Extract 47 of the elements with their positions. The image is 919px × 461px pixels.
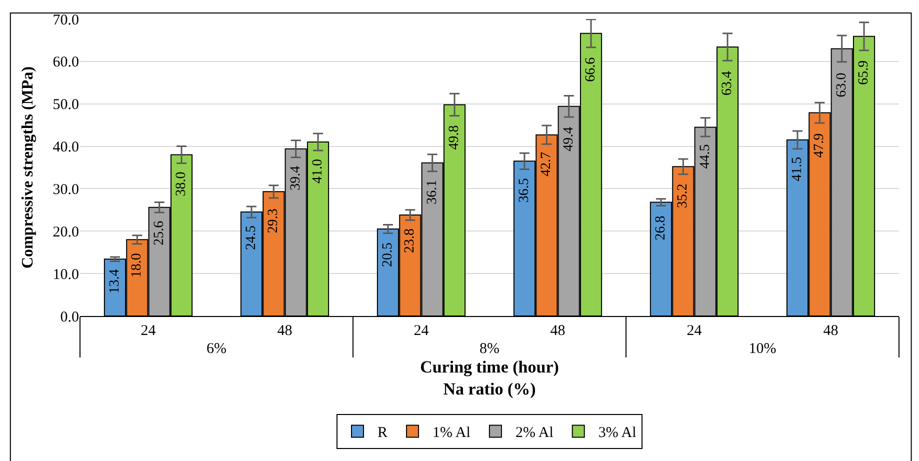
x-tick-label: 24 [414, 323, 430, 339]
legend-label: R [378, 425, 388, 442]
y-axis-title: Compressive strengths (MPa) [20, 66, 37, 269]
x-tick-label: 48 [277, 323, 292, 339]
data-label: 35.2 [676, 170, 691, 208]
x-tick-label: 24 [686, 323, 702, 339]
legend-label: 1% Al [432, 425, 470, 442]
data-label: 42.7 [539, 138, 554, 176]
data-label: 63.0 [834, 52, 850, 98]
data-label: 47.9 [812, 116, 828, 158]
y-tick-label: 10.0 [52, 266, 79, 283]
data-label: 49.8 [447, 108, 462, 150]
x-tick-label: 48 [823, 323, 838, 339]
data-label: 25.6 [152, 210, 167, 246]
data-label: 13.4 [107, 262, 122, 294]
data-label: 49.4 [561, 109, 576, 152]
data-label: 36.1 [424, 166, 440, 204]
legend-label: 3% Al [598, 425, 636, 442]
y-tick-label: 30.0 [52, 182, 79, 198]
y-tick-label: 20.0 [52, 224, 79, 240]
x-tick-label: 48 [550, 323, 566, 339]
data-label: 26.8 [653, 205, 668, 240]
data-label: 41.5 [790, 142, 805, 182]
data-label: 24.5 [244, 215, 259, 250]
y-tick-label: 70.0 [52, 12, 79, 28]
y-tick-label: 0.0 [60, 309, 79, 326]
data-label: 65.9 [856, 39, 872, 85]
data-label: 23.8 [402, 218, 418, 254]
data-label: 36.5 [516, 164, 532, 203]
y-tick-label: 60.0 [52, 54, 79, 71]
data-label: 63.4 [720, 50, 736, 96]
data-label: 29.3 [266, 194, 282, 234]
text: 6% [206, 341, 226, 357]
x-tick-label: 24 [140, 323, 156, 339]
data-label: 18.0 [130, 242, 145, 278]
data-label: 20.5 [380, 232, 396, 268]
data-label: 66.6 [584, 36, 599, 82]
data-label: 44.5 [698, 130, 713, 169]
y-tick-label: 50.0 [52, 97, 79, 114]
x-axis-title: Curing time (hour) Na ratio (%) [420, 357, 559, 398]
text: 8% [480, 341, 500, 357]
data-label: 38.0 [174, 158, 190, 196]
data-label: 39.4 [288, 152, 304, 190]
data-label: 41.0 [310, 145, 326, 184]
y-tick-label: 40.0 [52, 140, 79, 156]
text: 10% [748, 341, 776, 357]
legend-label: 2% Al [515, 425, 554, 442]
